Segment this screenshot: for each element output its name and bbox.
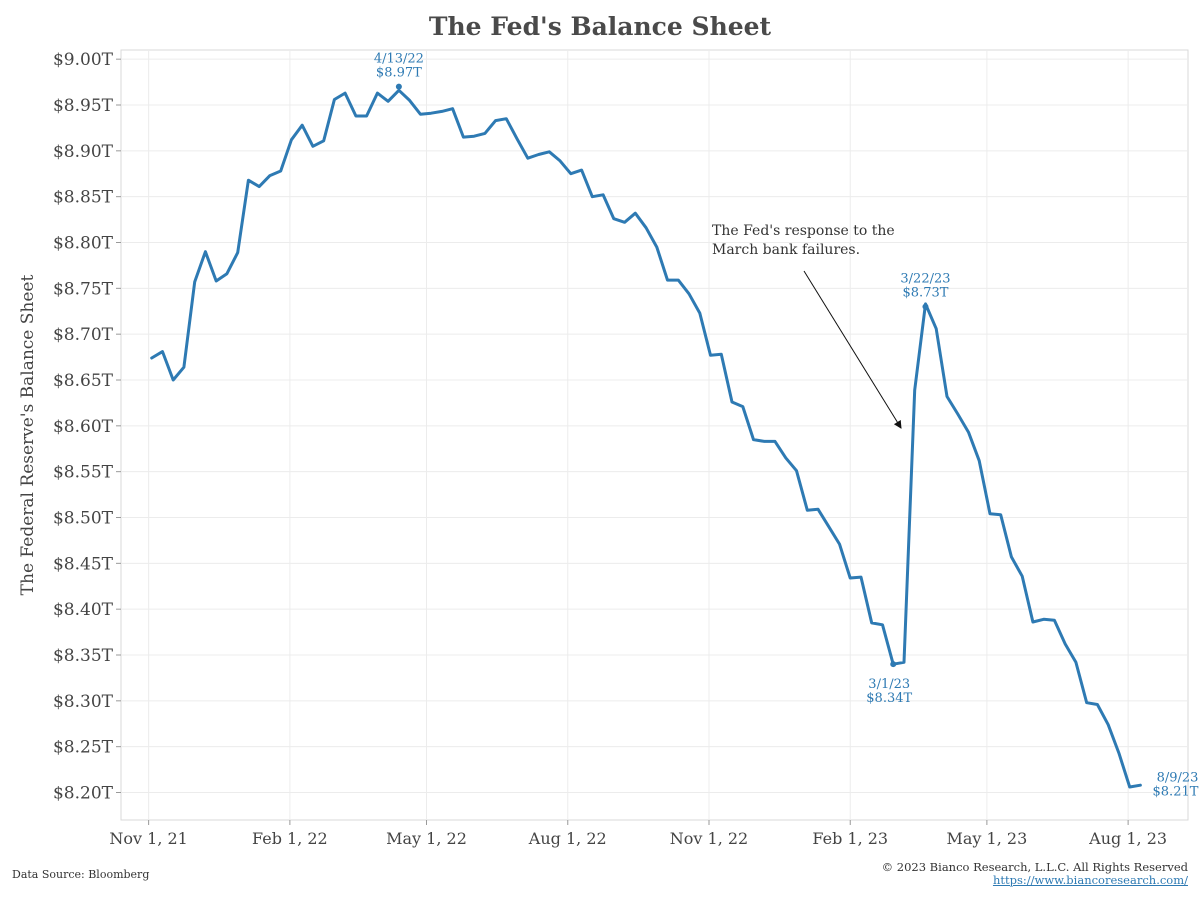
annotation-point [890,661,897,668]
annotation-value: $8.34T [866,691,912,706]
x-tick-label: Feb 1, 23 [812,829,888,848]
x-tick-label: Aug 1, 22 [528,829,607,848]
plot-frame [120,49,1189,821]
annotation-date: 3/22/23 [900,272,950,287]
copyright-text: © 2023 Bianco Research, L.L.C. All Right… [881,860,1188,874]
y-tick-label: $8.40T [53,600,114,620]
y-tick-label: $8.85T [53,188,114,208]
y-tick-label: $8.55T [53,463,114,483]
annotation-point [395,83,402,90]
callout-text: March bank failures. [712,242,860,258]
y-tick-label: $8.35T [53,646,114,666]
x-tick-label: Feb 1, 22 [252,829,328,848]
x-tick-label: Aug 1, 23 [1088,829,1167,848]
annotation-date: 3/1/23 [868,677,910,692]
website-link[interactable]: https://www.biancoresearch.com/ [992,873,1188,887]
line-layer [150,88,1142,789]
axis-layer: $9.00T $8.95T $8.90T $8.85T $8.80T $8.75T $8.7… [53,50,1167,848]
annotation-value: $8.73T [903,286,949,301]
annotation-value: $8.21T [1153,784,1199,799]
annotation-layer: 4/13/22$8.97T 3/1/23$8.34T 3/22/23$8.73T 8/… [374,52,1199,800]
callout-text: The Fed's response to the [712,223,895,239]
y-tick-label: $8.45T [53,554,114,574]
y-tick-label: $8.70T [53,325,114,345]
y-tick-label: $8.80T [53,234,114,254]
annotation-date: 8/9/23 [1157,770,1199,785]
y-tick-label: $8.95T [53,96,114,116]
x-tick-label: May 1, 22 [386,829,467,848]
callout-arrow [803,270,902,429]
y-tick-label: $8.65T [53,371,114,391]
annotation-point [922,303,929,310]
x-tick-label: May 1, 23 [946,829,1027,848]
y-tick-label: $8.20T [53,784,114,804]
x-tick-label: Nov 1, 22 [670,829,748,848]
data-source-note: Data Source: Bloomberg [12,868,150,881]
y-tick-label: $8.25T [53,738,114,758]
chart-title: The Fed's Balance Sheet [428,12,772,41]
y-tick-label: $8.50T [53,509,114,529]
y-tick-label: $8.75T [53,279,114,299]
y-tick-label: $8.60T [53,417,114,437]
y-axis-label: The Federal Reserve's Balance Sheet [18,275,38,596]
y-tick-label: $8.30T [53,692,114,712]
x-tick-label: Nov 1, 21 [109,829,187,848]
series-line [150,88,1142,789]
annotation-date: 4/13/22 [374,52,424,67]
y-tick-label: $8.90T [53,142,114,162]
copyright-block: © 2023 Bianco Research, L.L.C. All Right… [882,861,1188,887]
y-tick-label: $9.00T [53,50,114,70]
grid-layer [120,49,1189,821]
annotation-value: $8.97T [376,66,422,81]
